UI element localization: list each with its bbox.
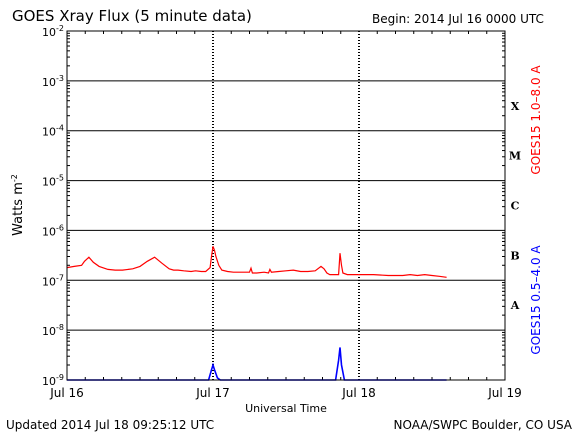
y-axis-label: Watts m-2 <box>10 174 26 236</box>
flare-class-label: A <box>510 299 520 312</box>
y-tick-labels: 10-2 10-3 10-4 10-5 10-6 10-7 10-8 10-9 <box>42 24 64 388</box>
x-tick-label: Jul 18 <box>341 386 376 400</box>
y-tick-label: 10-8 <box>42 323 64 338</box>
flare-class-labels: X M C B A <box>509 100 521 312</box>
y-tick-label: 10-9 <box>42 373 64 388</box>
plot-frame <box>66 30 506 381</box>
updated-timestamp: Updated 2014 Jul 18 09:25:12 UTC <box>6 418 214 432</box>
x-tick-label: Jul 19 <box>487 386 522 400</box>
x-tick-labels: Jul 16 Jul 17 Jul 18 Jul 19 <box>49 386 522 400</box>
y-tick-label: 10-5 <box>42 174 64 189</box>
flare-class-label: C <box>511 200 520 213</box>
y-tick-label: 10-4 <box>42 124 64 139</box>
x-tick-label: Jul 16 <box>49 386 84 400</box>
y-tick-label: 10-3 <box>42 74 64 89</box>
x-tick-label: Jul 17 <box>195 386 230 400</box>
legend-series-short-wave: GOES15 0.5–4.0 A <box>529 245 543 355</box>
chart-title: GOES Xray Flux (5 minute data) <box>12 7 252 25</box>
y-tick-label: 10-6 <box>42 223 64 238</box>
y-tick-label: 10-7 <box>42 273 64 288</box>
x-axis-label: Universal Time <box>245 402 327 415</box>
y-tick-label: 10-2 <box>42 24 64 39</box>
series-layer <box>66 246 447 381</box>
legend-series-long-wave: GOES15 1.0–8.0 A <box>529 65 543 175</box>
flare-class-label: B <box>510 249 519 262</box>
credit-text: NOAA/SWPC Boulder, CO USA <box>394 418 573 432</box>
flare-class-label: X <box>511 100 520 113</box>
series-line-short-wave <box>67 347 447 381</box>
series-line-long-wave <box>66 246 447 278</box>
begin-label: Begin: 2014 Jul 16 0000 UTC <box>372 12 544 26</box>
grid-layer <box>67 31 505 380</box>
flare-class-label: M <box>509 150 521 163</box>
